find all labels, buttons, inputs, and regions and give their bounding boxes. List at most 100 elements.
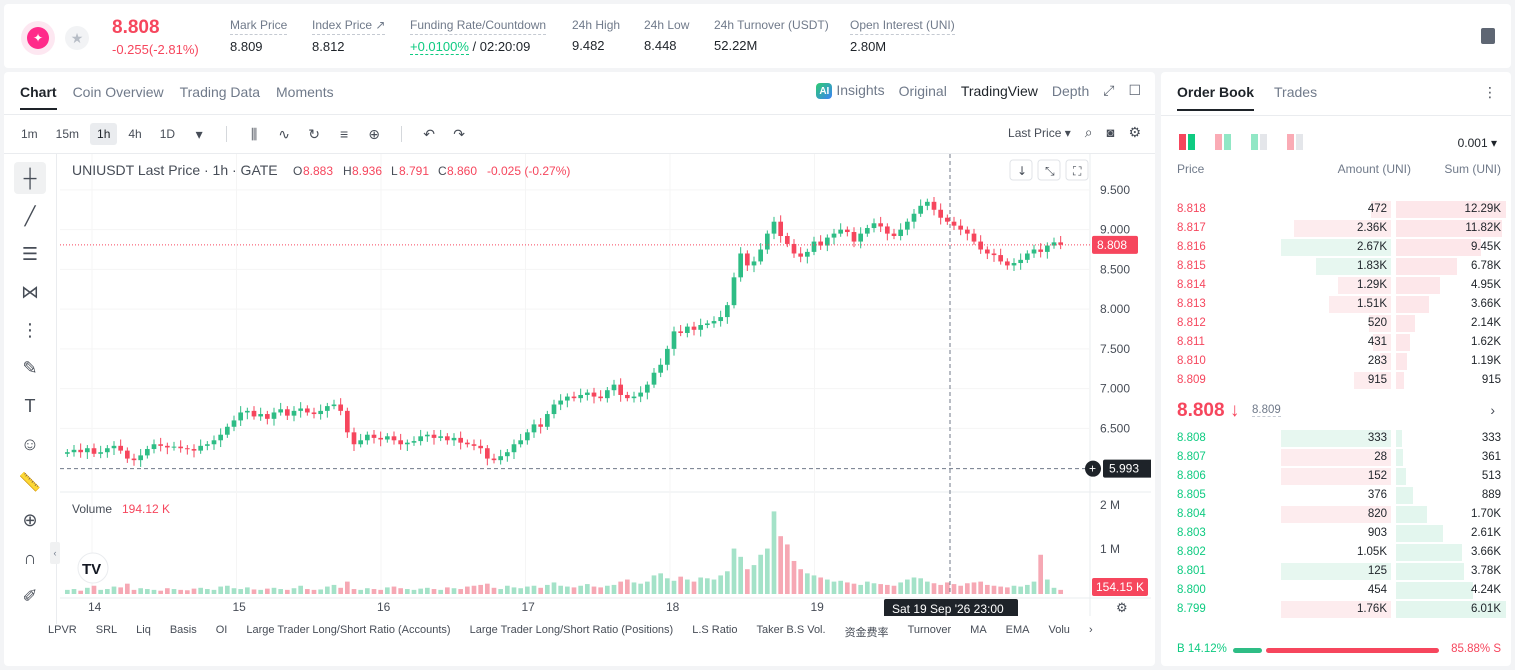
timeframe-1d[interactable]: 1D bbox=[159, 127, 176, 141]
tab-moments[interactable]: Moments bbox=[276, 84, 334, 100]
bid-row[interactable]: 8.806 152 513 bbox=[1161, 467, 1511, 486]
both-sides-icon[interactable] bbox=[1179, 134, 1195, 150]
emoji-icon[interactable]: ☺ bbox=[20, 433, 40, 454]
insights-button[interactable]: AI Insights bbox=[816, 82, 885, 100]
indicator-item[interactable]: LPVR bbox=[48, 624, 77, 636]
tab-chart[interactable]: Chart bbox=[20, 84, 57, 110]
ruler-icon[interactable]: 📏 bbox=[18, 471, 42, 492]
sum-depth-bar bbox=[1396, 315, 1415, 332]
undo-icon[interactable]: ↶ bbox=[423, 125, 435, 142]
indicator-item[interactable]: Large Trader Long/Short Ratio (Accounts) bbox=[246, 624, 451, 636]
bid-row[interactable]: 8.805 376 889 bbox=[1161, 486, 1511, 505]
view-original[interactable]: Original bbox=[898, 82, 947, 99]
pattern-icon[interactable]: ⋈ bbox=[21, 281, 39, 302]
chart-control-button[interactable] bbox=[1009, 159, 1033, 181]
ask-row[interactable]: 8.812 520 2.14K bbox=[1161, 314, 1511, 333]
trendline-icon[interactable]: ╱ bbox=[24, 205, 36, 226]
candle-body bbox=[725, 305, 730, 318]
sum-depth-bar bbox=[1396, 468, 1406, 485]
stat-index-price[interactable]: Index Price ↗ 8.812 bbox=[312, 18, 386, 54]
bid-row[interactable]: 8.802 1.05K 3.66K bbox=[1161, 543, 1511, 562]
timeframe-4h[interactable]: 4h bbox=[128, 127, 142, 141]
tab-order-book[interactable]: Order Book bbox=[1177, 84, 1255, 111]
collapse-toolbar-icon[interactable]: ‹ bbox=[50, 542, 60, 564]
view-tradingview[interactable]: TradingView bbox=[960, 82, 1038, 99]
tab-trading-data[interactable]: Trading Data bbox=[179, 84, 261, 100]
indicator-item[interactable]: Taker B.S Vol. bbox=[756, 624, 826, 636]
precision-selector[interactable]: 0.001 ▾ bbox=[1457, 136, 1497, 150]
magnet-icon[interactable]: ∩ bbox=[23, 547, 37, 568]
redo-icon[interactable]: ↷ bbox=[453, 125, 465, 142]
indicator-item[interactable]: Basis bbox=[169, 624, 197, 636]
bid-row[interactable]: 8.807 28 361 bbox=[1161, 448, 1511, 467]
ask-row[interactable]: 8.809 915 915 bbox=[1161, 371, 1511, 390]
zoom-in-icon[interactable]: ⊕ bbox=[22, 509, 38, 530]
brush-icon[interactable]: ✎ bbox=[22, 357, 38, 378]
bid-row[interactable]: 8.803 903 2.61K bbox=[1161, 524, 1511, 543]
more-menu-icon[interactable]: ⋮ bbox=[1483, 84, 1497, 100]
x-tick-label: 19 bbox=[811, 600, 825, 614]
bid-row[interactable]: 8.808 333 333 bbox=[1161, 429, 1511, 448]
stat-open-interest[interactable]: Open Interest (UNI) 2.80M bbox=[850, 18, 955, 54]
last-price-selector[interactable]: Last Price ▾ bbox=[1008, 125, 1071, 140]
stat-mark-price[interactable]: Mark Price 8.809 bbox=[230, 18, 288, 54]
tab-trades[interactable]: Trades bbox=[1274, 84, 1318, 100]
price-chart[interactable]: 9.500 9.000 8.500 8.000 7.500 7.000 6.500 14 15 1… bbox=[60, 154, 1151, 616]
ask-row[interactable]: 8.815 1.83K 6.78K bbox=[1161, 257, 1511, 276]
bid-row[interactable]: 8.804 820 1.70K bbox=[1161, 505, 1511, 524]
pencil-icon[interactable]: ✐ bbox=[22, 585, 38, 606]
templates-icon[interactable]: ≡ bbox=[339, 126, 349, 142]
favorite-star-icon[interactable]: ★ bbox=[65, 26, 89, 50]
bids-only-icon[interactable] bbox=[1251, 134, 1267, 150]
candle-type-icon[interactable]: ⫼ bbox=[250, 125, 258, 142]
chevron-right-icon[interactable]: › bbox=[1490, 402, 1495, 418]
indicator-item[interactable]: Liq bbox=[136, 624, 151, 636]
horizontal-lines-icon[interactable]: ☰ bbox=[21, 243, 39, 264]
indicator-item[interactable]: L.S Ratio bbox=[692, 624, 738, 636]
window-icon[interactable]: ☐ bbox=[1128, 82, 1141, 99]
ask-row[interactable]: 8.817 2.36K 11.82K bbox=[1161, 219, 1511, 238]
replay-icon[interactable]: ↻ bbox=[308, 125, 320, 142]
indicator-item[interactable]: Turnover bbox=[907, 624, 952, 636]
search-icon[interactable]: ⌕ bbox=[1084, 124, 1093, 140]
chevron-right-icon[interactable]: › bbox=[1088, 624, 1093, 636]
fib-icon[interactable]: ⋮ bbox=[21, 319, 39, 340]
ask-row[interactable]: 8.810 283 1.19K bbox=[1161, 352, 1511, 371]
gear-icon[interactable]: ⚙ bbox=[1128, 124, 1141, 140]
candle-body bbox=[65, 452, 70, 454]
indicator-item[interactable]: MA bbox=[970, 624, 987, 636]
bid-row[interactable]: 8.801 125 3.78K bbox=[1161, 562, 1511, 581]
ask-row[interactable]: 8.811 431 1.62K bbox=[1161, 333, 1511, 352]
stat-funding-rate[interactable]: Funding Rate/Countdown +0.0100% / 02:20:… bbox=[410, 18, 547, 55]
indicator-item[interactable]: Volu bbox=[1048, 624, 1070, 636]
tab-coin-overview[interactable]: Coin Overview bbox=[72, 84, 164, 100]
ask-row[interactable]: 8.814 1.29K 4.95K bbox=[1161, 276, 1511, 295]
ask-row[interactable]: 8.818 472 12.29K bbox=[1161, 200, 1511, 219]
ask-row[interactable]: 8.813 1.51K 3.66K bbox=[1161, 295, 1511, 314]
ask-row[interactable]: 8.816 2.67K 9.45K bbox=[1161, 238, 1511, 257]
depth-mode-icon[interactable] bbox=[1287, 134, 1303, 150]
chart-control-button[interactable] bbox=[1065, 159, 1089, 181]
candle-body bbox=[931, 201, 937, 210]
camera-icon[interactable]: ◙ bbox=[1106, 125, 1115, 140]
timeframe-dropdown-icon[interactable]: ▾ bbox=[195, 125, 203, 142]
asks-only-icon[interactable] bbox=[1215, 134, 1231, 150]
text-icon[interactable]: T bbox=[24, 395, 36, 416]
chart-control-button[interactable] bbox=[1037, 159, 1061, 181]
indicator-item[interactable]: EMA bbox=[1005, 624, 1030, 636]
indicators-icon[interactable]: ∿ bbox=[278, 125, 290, 142]
indicator-item[interactable]: OI bbox=[215, 624, 228, 636]
add-alert-icon[interactable]: ⊕ bbox=[368, 125, 380, 142]
bid-row[interactable]: 8.799 1.76K 6.01K bbox=[1161, 600, 1511, 619]
indicator-item[interactable]: SRL bbox=[95, 624, 118, 636]
timeframe-15m[interactable]: 15m bbox=[55, 127, 80, 141]
document-icon[interactable] bbox=[1481, 28, 1495, 44]
crosshair-icon[interactable]: ┼ bbox=[14, 162, 46, 194]
indicator-item[interactable]: Large Trader Long/Short Ratio (Positions… bbox=[469, 624, 674, 636]
bid-row[interactable]: 8.800 454 4.24K bbox=[1161, 581, 1511, 600]
view-depth[interactable]: Depth bbox=[1051, 82, 1090, 99]
expand-icon[interactable]: ⤢ bbox=[1103, 82, 1115, 99]
timeframe-1m[interactable]: 1m bbox=[21, 127, 38, 141]
indicator-item[interactable]: 资金费率 bbox=[844, 627, 889, 639]
timeframe-1h[interactable]: 1h bbox=[90, 123, 118, 145]
